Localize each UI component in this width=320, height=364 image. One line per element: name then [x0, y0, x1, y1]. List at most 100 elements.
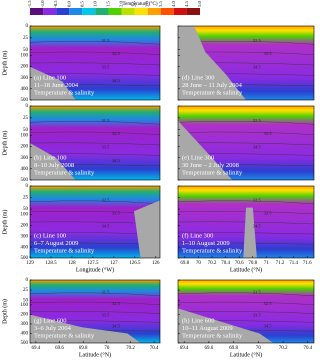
y-axis-label: Depth (m) [1, 299, 8, 324]
colorbar-tick-label: 3.0 [145, 0, 150, 6]
x-tick-label: 70 [104, 346, 110, 351]
panel-frame [177, 279, 315, 344]
colorbar-tick-label: -0.5 [53, 0, 58, 8]
panel-label: 11–18 June 2004 [34, 82, 79, 89]
x-tick-label: 129 [26, 261, 34, 266]
colorbar-tick-label: 2.0 [119, 0, 124, 6]
colorbar-segment [69, 8, 83, 15]
isohaline [29, 200, 161, 205]
panel-label: Temperature & salinity [34, 169, 95, 176]
panel-label: (b) Line 100 [34, 154, 67, 161]
colorbar-tick-label: 2.5 [132, 0, 137, 6]
x-tick-label: 69.6 [205, 346, 214, 351]
colorbar-title: Temperature (°C) [122, 2, 157, 7]
colorbar-tick-label: 3.5 [158, 0, 163, 6]
contour-label: 31.5 [253, 290, 262, 295]
contour-label: 34.5 [253, 223, 262, 228]
colorbar-segment [82, 8, 96, 15]
y-tick-label: 200 [21, 224, 29, 229]
bathymetry [30, 66, 76, 100]
y-tick-label: 0 [26, 278, 29, 283]
panel-label: (f) Line 300 [182, 232, 213, 239]
x-tick-label: 70.2 [208, 261, 217, 266]
y-tick-label: 25 [23, 288, 29, 293]
panel-label: Temperature & salinity [182, 332, 243, 339]
colorbar-tick-label: 5.0 [197, 0, 202, 6]
contour-label: 33.5 [264, 51, 273, 56]
x-tick-label: 128.5 [45, 261, 57, 266]
contour-label: 32.5 [264, 301, 273, 306]
panel-label: 30 June – 2 July 2008 [182, 162, 239, 169]
x-tick-label: 70.4 [303, 346, 312, 351]
bathymetry [30, 314, 141, 343]
y-tick-label: 100 [21, 303, 29, 308]
panel-label: (c) Line 100 [34, 232, 66, 239]
panel-label: (e) Line 300 [182, 154, 214, 161]
colorbar-tick-label: 1.0 [92, 0, 97, 6]
x-tick-label: 70.2 [126, 346, 135, 351]
x-tick-label: 70.4 [221, 261, 230, 266]
panel-label: (d) Line 300 [182, 74, 215, 81]
y-tick-label: 300 [21, 156, 29, 161]
y-tick-label: 300 [21, 76, 29, 81]
panel-label: 3–6 July 2004 [34, 325, 72, 332]
x-tick-label: 126.5 [129, 261, 141, 266]
contour-label: 32.5 [112, 131, 121, 136]
colorbar-tick-label: 1.5 [105, 0, 110, 6]
isohaline [29, 62, 161, 66]
y-tick-label: 25 [23, 116, 29, 121]
y-axis-label: Depth (m) [1, 131, 8, 156]
x-tick-label: 70.8 [248, 261, 257, 266]
contour-label: 34.5 [102, 223, 111, 228]
colorbar-tick-label: 0.0 [66, 0, 71, 6]
colorbar-tick-label: 0.5 [79, 0, 84, 6]
y-tick-label: 200 [21, 65, 29, 70]
panel-label: Temperature & salinity [34, 332, 95, 339]
x-tick-label: 70.6 [235, 261, 244, 266]
contour-label: 33.5 [264, 210, 273, 215]
x-axis-label: Latitude (°N) [230, 266, 262, 273]
colorbar-segment [121, 8, 135, 15]
bathymetry [134, 200, 160, 258]
y-tick-label: 300 [21, 322, 29, 327]
panel-frame [29, 279, 161, 344]
panel-frame [29, 25, 161, 101]
x-tick-label: 71.2 [276, 261, 285, 266]
y-tick-label: 500 [21, 256, 29, 261]
y-tick-label: 500 [21, 178, 29, 183]
contour-label: 34.5 [264, 324, 273, 329]
y-axis-label: Depth (m) [1, 210, 8, 235]
contour-label: 34.5 [112, 324, 121, 329]
panel-label: (a) Line 100 [34, 74, 66, 81]
colorbar-tick-label: 4.5 [184, 0, 189, 6]
y-tick-label: 500 [21, 98, 29, 103]
colorbar-tick-label: 4.0 [171, 0, 176, 6]
isohaline [177, 292, 315, 297]
panel-label: 10–11 August 2009 [182, 325, 233, 332]
contour-label: 33.5 [112, 210, 121, 215]
y-tick-label: 0 [26, 24, 29, 29]
y-tick-label: 25 [23, 36, 29, 41]
colorbar-segment [56, 8, 70, 15]
y-tick-label: 100 [21, 213, 29, 218]
y-tick-label: 0 [26, 104, 29, 109]
colorbar-segment [160, 8, 174, 15]
panel-label: 8–10 July 2008 [34, 162, 74, 169]
x-tick-label: 70 [256, 346, 262, 351]
y-tick-label: 0 [26, 184, 29, 189]
y-tick-label: 50 [23, 207, 29, 212]
contour-label: 33.5 [264, 131, 273, 136]
x-axis-label: Latitude (°N) [79, 351, 111, 358]
isohaline [177, 120, 315, 125]
panel-frame [29, 185, 161, 259]
contour-label: 34.5 [253, 144, 262, 149]
isohaline [29, 51, 161, 55]
colorbar-tick-label: -1.0 [40, 0, 45, 8]
y-axis-label: Depth (m) [1, 51, 8, 76]
x-tick-label: 69.4 [32, 346, 41, 351]
